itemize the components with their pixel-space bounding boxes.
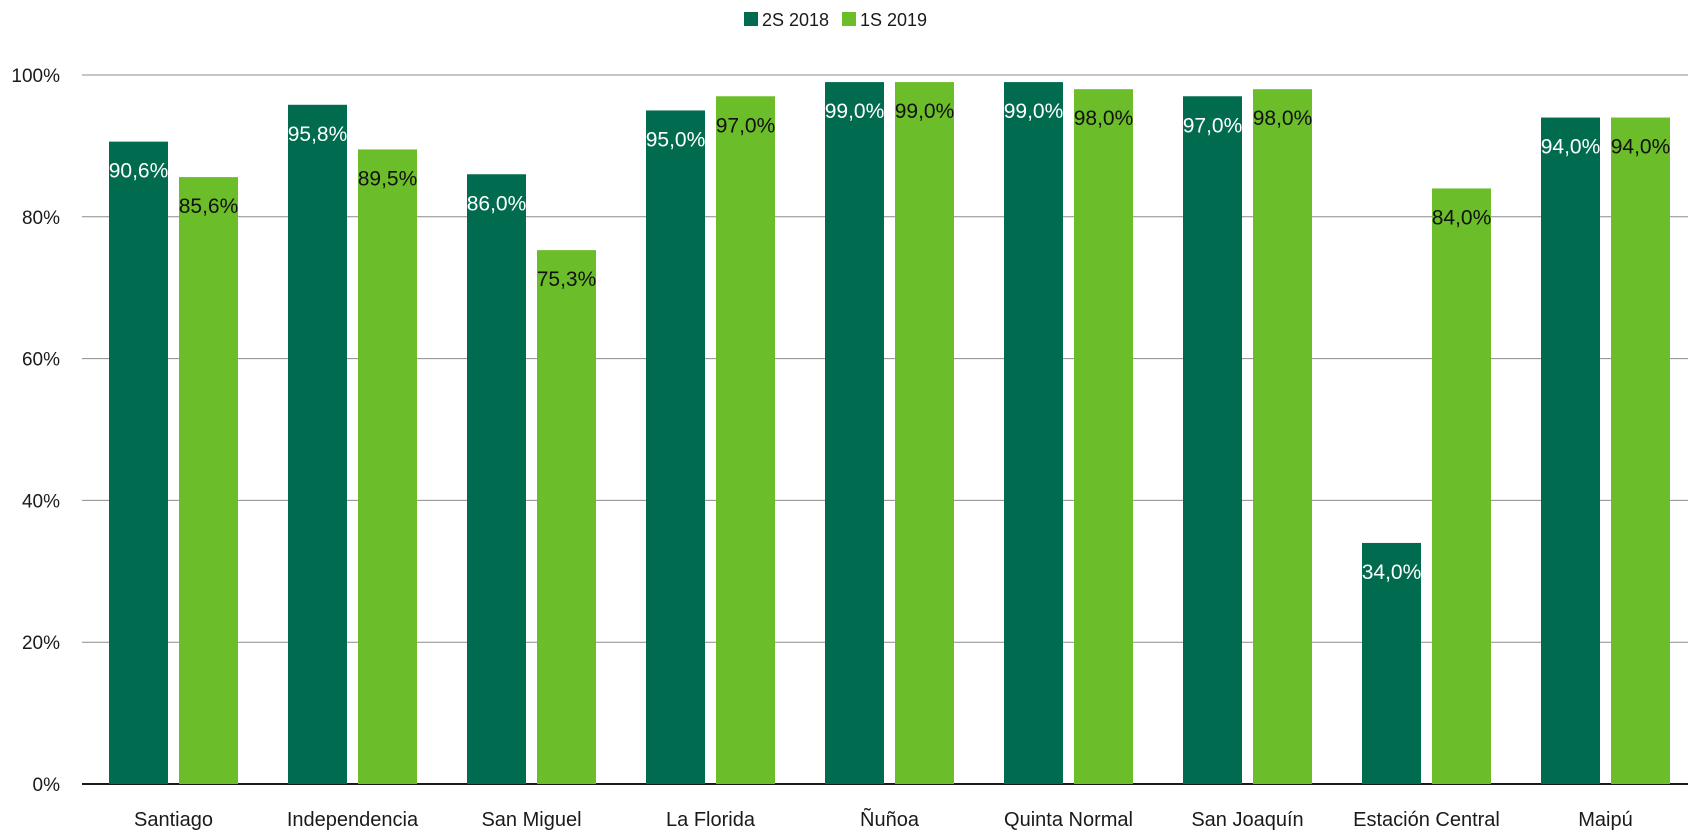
bar <box>288 104 347 784</box>
bar <box>1611 117 1670 785</box>
x-tick-label: Ñuñoa <box>860 807 920 831</box>
y-tick-label: 100% <box>11 66 60 87</box>
bar <box>716 96 775 784</box>
x-tick-label: San Joaquín <box>1191 809 1303 831</box>
data-label: 99,0% <box>825 100 885 123</box>
legend-label: 1S 2019 <box>860 10 927 30</box>
bars <box>109 82 1670 785</box>
data-label: 90,6% <box>109 160 169 183</box>
data-labels: 90,6% 85,6% 95,8% 89,5% 86,0% 75,3% 95,0% 97,0%… <box>109 100 1671 584</box>
data-label: 97,0% <box>716 114 776 137</box>
data-label: 34,0% <box>1362 561 1422 584</box>
x-axis: Santiago Independencia San Miguel La Florid… <box>134 807 1633 831</box>
bar <box>895 82 954 785</box>
bar <box>1541 117 1600 785</box>
y-axis: 0% 20% 40% 60% 80% 100% <box>11 66 60 796</box>
y-tick-label: 60% <box>22 350 60 371</box>
legend-swatch <box>842 12 856 26</box>
x-tick-label: Quinta Normal <box>1004 809 1133 831</box>
data-label: 94,0% <box>1541 136 1601 159</box>
bar <box>179 177 238 784</box>
data-label: 86,0% <box>467 192 527 215</box>
bar <box>537 250 596 785</box>
bar <box>825 82 884 785</box>
data-label: 85,6% <box>179 195 239 218</box>
x-tick-label: Independencia <box>287 809 419 831</box>
x-tick-label: Maipú <box>1578 809 1632 831</box>
x-tick-label: La Florida <box>666 809 756 831</box>
x-tick-label: Estación Central <box>1353 809 1500 831</box>
data-label: 89,5% <box>358 167 418 190</box>
data-label: 97,0% <box>1183 114 1243 137</box>
y-tick-label: 0% <box>33 775 61 796</box>
y-tick-label: 20% <box>22 633 60 654</box>
x-tick-label: Santiago <box>134 809 213 831</box>
bar <box>358 149 417 784</box>
bar <box>1253 89 1312 785</box>
data-label: 84,0% <box>1432 206 1492 229</box>
data-label: 95,8% <box>288 123 348 146</box>
bar <box>1432 188 1491 784</box>
legend-label: 2S 2018 <box>762 10 829 30</box>
bar <box>1362 542 1421 784</box>
bar <box>467 174 526 784</box>
data-label: 94,0% <box>1611 136 1671 159</box>
data-label: 98,0% <box>1253 107 1313 130</box>
x-tick-label: San Miguel <box>481 809 581 831</box>
data-label: 99,0% <box>895 100 955 123</box>
data-label: 75,3% <box>537 268 597 291</box>
y-tick-label: 80% <box>22 208 60 229</box>
bar <box>109 141 168 784</box>
bar <box>1004 82 1063 785</box>
data-label: 95,0% <box>646 128 706 151</box>
bar <box>646 110 705 784</box>
legend: 2S 2018 1S 2019 <box>744 10 927 30</box>
bar <box>1183 96 1242 784</box>
data-label: 99,0% <box>1004 100 1064 123</box>
y-tick-label: 40% <box>22 491 60 512</box>
bar <box>1074 89 1133 785</box>
legend-swatch <box>744 12 758 26</box>
data-label: 98,0% <box>1074 107 1134 130</box>
